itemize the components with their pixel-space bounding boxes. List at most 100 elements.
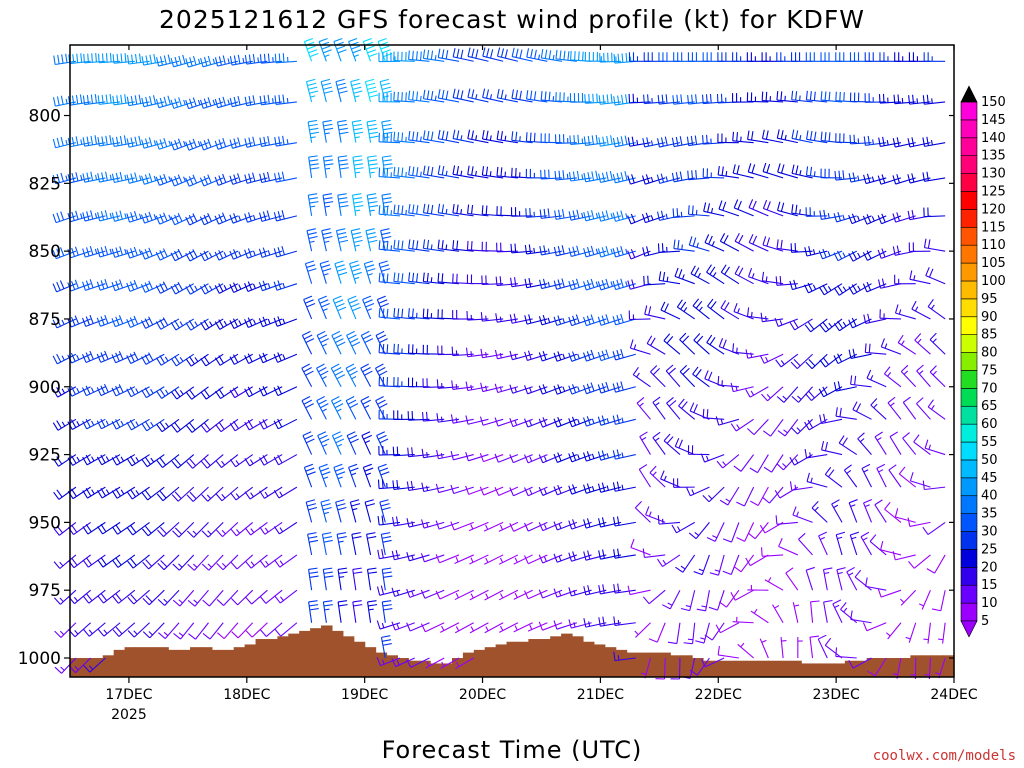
- barb-half-feather: [485, 626, 489, 632]
- barb-half-feather: [666, 276, 669, 282]
- barb-shaft: [526, 318, 548, 325]
- wind-barb: [274, 554, 298, 568]
- barb-feather: [612, 316, 617, 326]
- wind-barb: [301, 330, 315, 355]
- barb-feather: [247, 386, 253, 396]
- wind-barb: [378, 260, 391, 284]
- wind-barb: [214, 138, 239, 150]
- barb-feather: [452, 88, 456, 98]
- wind-barb: [848, 657, 872, 669]
- barb-feather: [557, 279, 561, 289]
- terrain-column: [135, 647, 147, 677]
- barb-half-feather: [610, 213, 613, 219]
- wind-barb: [215, 386, 239, 399]
- barb-feather: [411, 447, 414, 457]
- barb-feather: [321, 471, 331, 476]
- barb-feather: [82, 559, 89, 568]
- barb-half-feather: [489, 171, 492, 177]
- wind-barb: [583, 618, 607, 628]
- barb-feather: [806, 130, 809, 140]
- barb-half-feather: [663, 475, 667, 481]
- barb-half-feather: [221, 460, 226, 466]
- terrain-column: [408, 660, 420, 677]
- barb-feather: [130, 95, 134, 106]
- terrain-column: [866, 658, 879, 677]
- barb-feather: [480, 312, 483, 322]
- barb-feather: [435, 554, 440, 563]
- wind-barb: [259, 94, 283, 106]
- barb-feather: [660, 470, 665, 480]
- barb-feather: [214, 176, 219, 186]
- wind-barb: [584, 52, 607, 62]
- barb-feather: [188, 284, 195, 293]
- barb-shaft: [209, 622, 224, 640]
- wind-barb: [83, 657, 106, 673]
- barb-shaft: [615, 283, 636, 291]
- barb-feather: [364, 260, 374, 265]
- wind-barb: [656, 210, 681, 221]
- barb-feather: [245, 560, 252, 569]
- barb-feather: [104, 210, 109, 220]
- barb-feather: [362, 399, 371, 405]
- barb-feather: [583, 211, 587, 221]
- barb-feather: [749, 467, 758, 474]
- barb-feather: [216, 562, 224, 571]
- barb-feather: [155, 140, 160, 150]
- wind-barb: [364, 78, 379, 103]
- barb-feather: [144, 318, 150, 327]
- barb-feather: [500, 131, 503, 141]
- barb-feather: [127, 54, 130, 65]
- barb-shaft: [277, 418, 298, 430]
- barb-feather: [105, 135, 108, 145]
- barb-half-feather: [827, 251, 831, 257]
- barb-half-feather: [737, 308, 740, 314]
- barb-half-feather: [227, 58, 230, 64]
- barb-feather: [694, 267, 700, 276]
- wind-barb: [790, 243, 813, 253]
- barb-feather: [542, 314, 547, 324]
- barb-feather: [693, 404, 698, 413]
- barb-feather: [656, 211, 660, 221]
- barb-shaft: [600, 486, 622, 493]
- barb-feather: [378, 370, 388, 376]
- wind-barb: [494, 417, 519, 427]
- barb-feather: [306, 471, 316, 476]
- barb-shaft: [733, 311, 754, 320]
- barb-feather: [185, 99, 190, 109]
- barb-feather: [486, 89, 490, 99]
- credit-link[interactable]: coolwx.com/models: [873, 748, 1016, 764]
- barb-feather: [861, 463, 871, 469]
- barb-feather: [167, 95, 171, 105]
- wind-barb: [898, 466, 917, 488]
- wind-barb: [393, 91, 415, 103]
- barb-feather: [170, 285, 176, 295]
- barb-feather: [412, 272, 415, 282]
- barb-feather: [60, 211, 65, 221]
- wind-barb: [736, 486, 755, 507]
- barb-feather: [352, 119, 362, 123]
- terrain-column: [692, 658, 704, 677]
- barb-shaft: [498, 454, 519, 463]
- barb-feather: [721, 166, 724, 176]
- wind-barb: [321, 532, 333, 556]
- barb-feather: [380, 228, 390, 232]
- barb-feather: [174, 56, 178, 66]
- barb-feather: [52, 250, 57, 259]
- barb-shaft: [236, 554, 254, 570]
- wind-barb: [484, 622, 504, 634]
- barb-feather: [475, 49, 479, 59]
- barb-half-feather: [681, 244, 683, 250]
- barb-shaft: [895, 177, 916, 185]
- wind-barb: [772, 604, 784, 624]
- barb-shaft: [942, 622, 946, 644]
- barb-feather: [526, 90, 529, 100]
- barb-feather: [382, 604, 392, 607]
- barb-feather: [85, 352, 91, 362]
- wind-barb: [672, 94, 695, 105]
- barb-shaft: [232, 101, 253, 108]
- wind-barb: [732, 616, 754, 624]
- barb-half-feather: [365, 472, 371, 476]
- barb-feather: [233, 249, 238, 258]
- barb-shaft: [467, 418, 489, 425]
- barb-half-feather: [720, 419, 724, 425]
